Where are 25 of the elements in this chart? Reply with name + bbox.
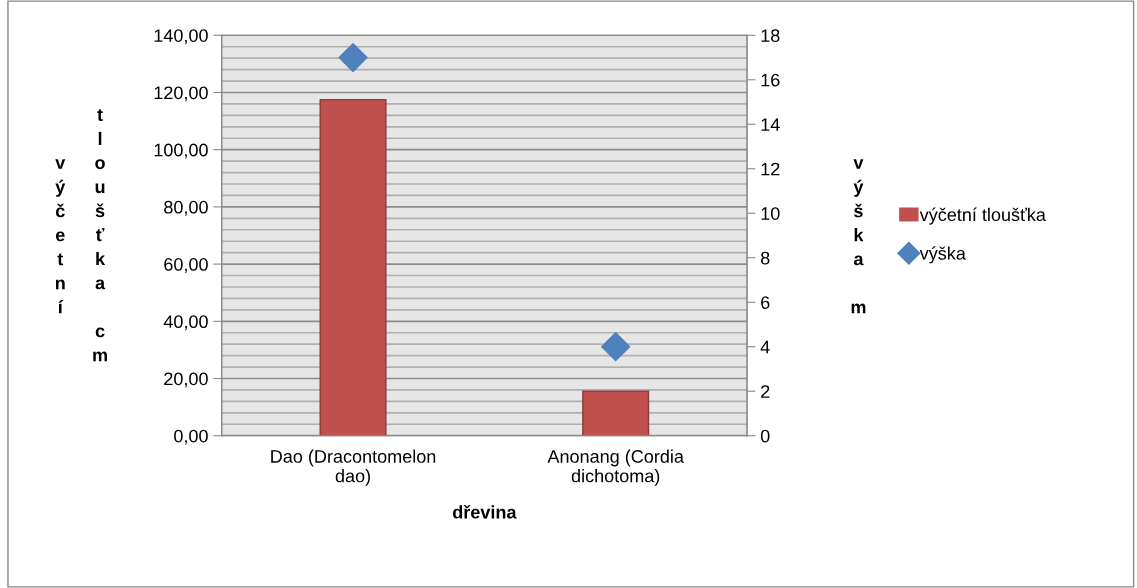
y2-tick-label: 10 [761,207,780,220]
y2-tick-label: 16 [761,73,780,87]
y2-tick-label: 0 [760,429,770,443]
y2-tick-label: 8 [760,251,770,265]
y-tick-label: 40,00 [163,315,208,331]
y2-tick-label: 6 [761,296,770,309]
legend-label: výška [919,246,966,264]
y2-tick-label: 12 [761,162,780,176]
y2-tick-label: 4 [760,340,770,354]
x-tick-label: Dao (Dracontomelon dao) [271,449,436,486]
y-tick-label: 20,00 [164,372,208,388]
y2-tick-label: 14 [761,118,780,131]
x-tick-label: Anonang (Cordia dichotoma) [547,449,684,486]
legend-label: výčetní tloušťka [919,207,1046,225]
y-tick-label: 140,00 [154,29,208,45]
y2-tick-label: 2 [761,385,770,398]
y-tick-label: 100,00 [154,143,208,159]
text: výška m [851,159,866,314]
y-tick-label: 80,00 [164,200,208,216]
y-tick-label: 60,00 [164,258,208,273]
y-tick-label: 0,00 [174,429,208,445]
y2-tick-label: 18 [761,29,780,42]
y-tick-label: 120,00 [154,86,208,102]
x-axis-title: dřevina [452,504,517,519]
text: výčetní tloušťka cm [55,109,107,362]
